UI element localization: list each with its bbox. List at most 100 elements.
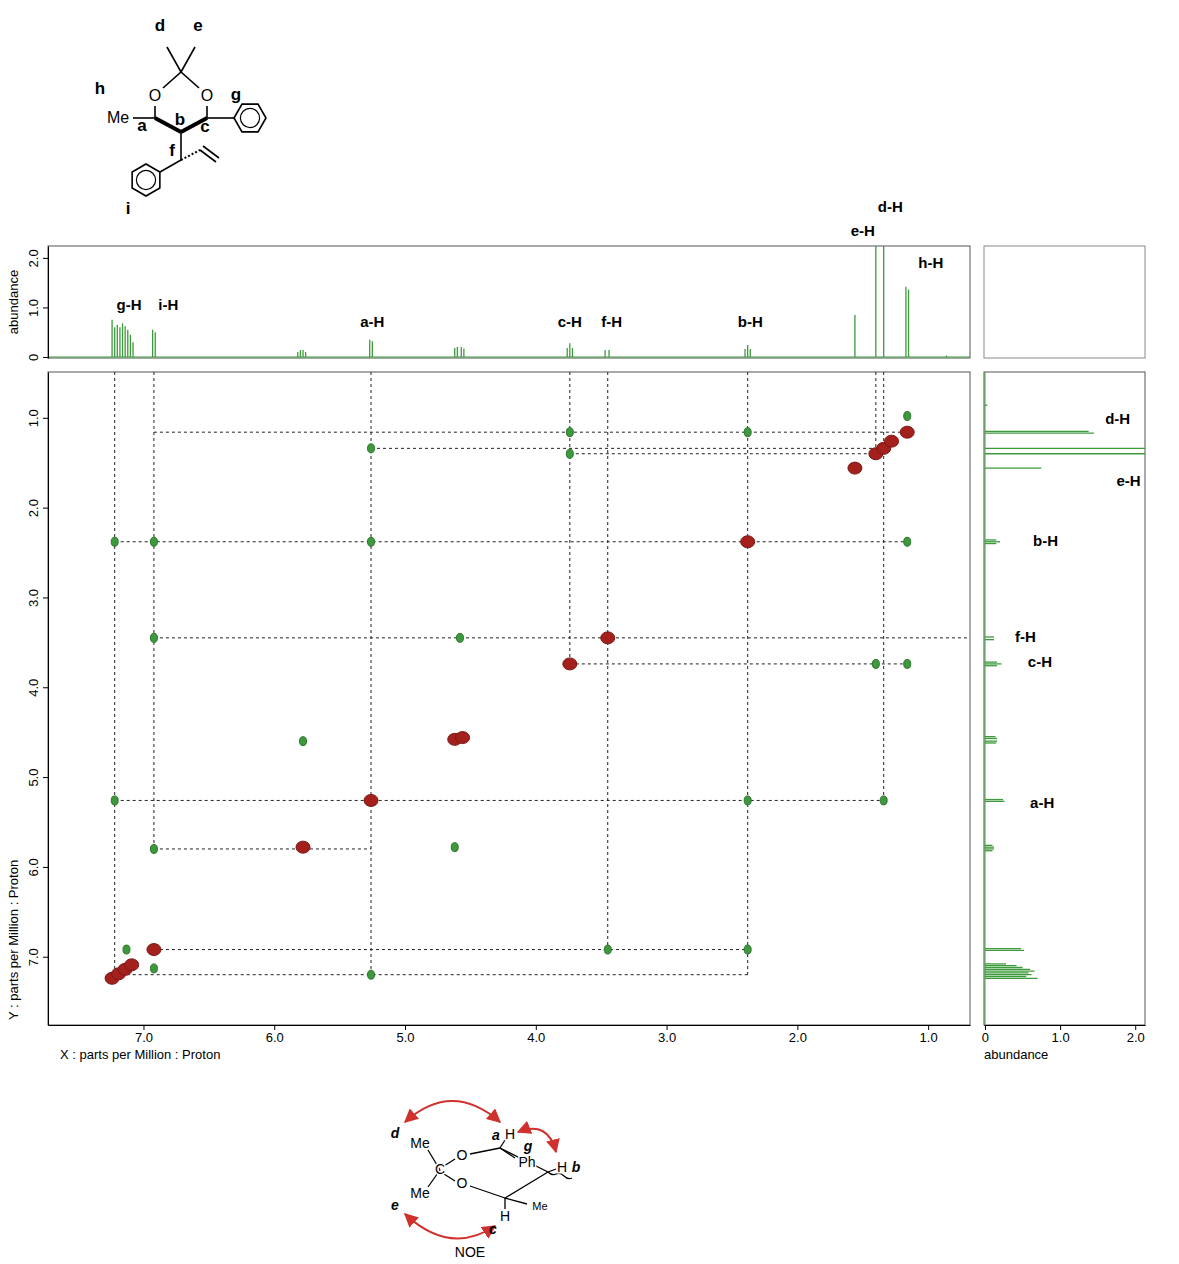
noe-label: a [492,1127,500,1143]
bond [500,1148,515,1158]
peak-label: b-H [738,313,763,330]
guide-line [747,372,748,975]
noe-label: g [523,1138,533,1154]
peak [750,349,751,357]
tick-label: 6.0 [26,858,41,876]
guide-line [154,637,970,638]
peak [985,665,997,666]
tick-label: 2.0 [26,499,41,517]
structure-label: g [231,85,241,104]
tick: 0 [982,1025,989,1045]
tick: 5.0 [26,769,48,787]
axis-title: X : parts per Million : Proton [60,1047,220,1062]
guide-line [371,448,884,449]
tick-label: 6.0 [266,1030,284,1045]
tick-label: 7.0 [26,948,41,966]
noe-label: d [391,1125,400,1141]
axis-line [985,1025,1146,1026]
guide-line [154,949,748,950]
peak [454,348,455,357]
tick-label: 3.0 [658,1030,676,1045]
axis: 1.0 2.0 3.0 4.0 5.0 6.0 7.0 [26,373,49,1026]
peak [985,978,1038,979]
cross-peak [111,796,118,805]
guide-line [570,453,876,454]
peak [152,330,153,357]
peak-label: c-H [558,313,582,330]
structure: dehOOMeabcgfi [95,16,266,218]
tick-label: 3.0 [26,589,41,607]
axis-title: Y : parts per Million : Proton [6,860,21,1020]
structure-label: O [149,87,161,104]
peak [985,431,1089,432]
peak-label: f-H [1015,628,1036,645]
noe-label: e [391,1197,399,1213]
tick-mark [43,687,48,688]
peak [905,287,906,357]
peak [985,453,1145,454]
peak [985,972,1029,973]
tick-mark [43,418,48,419]
peak [985,742,996,743]
cross-peak [150,964,157,973]
noe-label: O [457,1147,468,1163]
peak-label: f-H [601,313,622,330]
peak [985,539,996,540]
tick-label: 4.0 [527,1030,545,1045]
cross-peak [125,959,139,971]
axis-line [48,247,49,359]
aromatic-circle [240,108,259,127]
tick-label: 1.0 [26,409,41,427]
noe-arrow [405,1214,495,1239]
peak [985,405,987,406]
axis-title: abundance [6,270,21,334]
benzene-ring [234,104,266,132]
cross-peak [880,796,887,805]
peak-series [111,412,911,980]
peak [985,967,1023,968]
guide-line [607,372,608,950]
cross-peak [744,796,751,805]
peak [985,432,1094,433]
cross-peak [744,428,751,437]
aromatic-circle [136,170,155,189]
bond [470,1186,505,1198]
baseline [984,372,985,1025]
tick: 4.0 [26,679,48,697]
peak [985,963,1006,964]
tick: 7.0 [135,1025,153,1045]
peak [130,335,131,357]
noe-arrow [405,1101,500,1122]
noe-label: H [557,1159,567,1175]
structure-label: h [95,79,105,98]
noe-label: Me [410,1185,430,1201]
peak [985,965,1017,966]
noe-label: c [489,1221,497,1237]
tick: 3.0 [26,589,48,607]
tick-label: 0 [982,1030,989,1045]
tick-mark [43,867,48,868]
peak [985,850,993,851]
peak [457,347,458,357]
peak [604,350,605,357]
tick-mark [43,307,48,308]
bond [200,150,216,162]
tick: 2.0 [1127,1025,1145,1045]
tick: 1.0 [26,409,48,427]
peak [985,976,1026,977]
tick-label: 1.0 [1052,1030,1070,1045]
peak [744,349,745,357]
plot-frame [48,372,970,1025]
structure-label: e [193,16,202,35]
peak [132,342,133,357]
peak-label: i-H [158,296,178,313]
baseline [48,357,970,358]
bond [548,1169,556,1172]
bond [160,160,181,172]
peak [985,799,1003,800]
peak [463,349,464,357]
noe-label: O [457,1175,468,1191]
bond [180,132,182,160]
cross-peak [604,945,611,954]
peak [567,348,568,357]
